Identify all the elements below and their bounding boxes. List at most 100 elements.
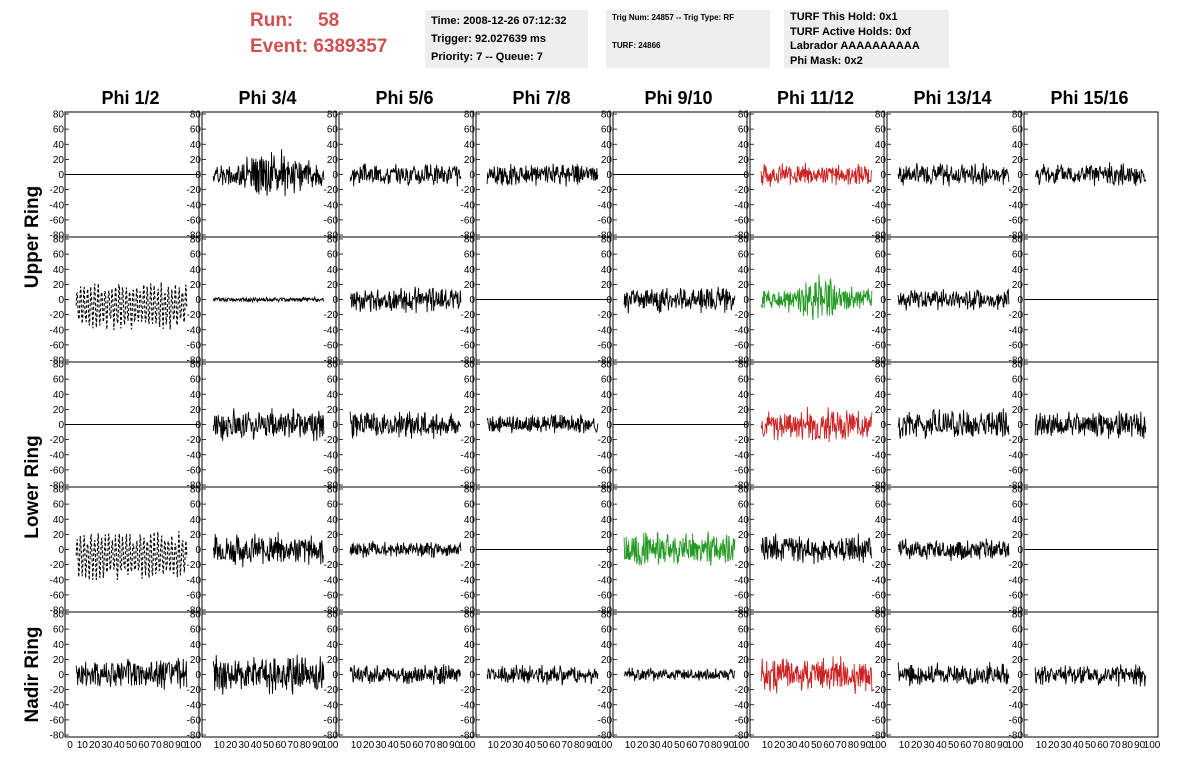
y-tick-label: -80 xyxy=(50,731,65,742)
waveform-trace xyxy=(349,411,462,439)
y-tick-label: -60 xyxy=(1009,590,1024,601)
y-tick-label: -20 xyxy=(735,560,750,571)
y-tick-label: -80 xyxy=(187,481,202,492)
x-tick-label: 40 xyxy=(799,740,811,751)
y-tick-label: 40 xyxy=(1012,515,1024,526)
y-tick-label: 40 xyxy=(601,515,613,526)
y-tick-label: 60 xyxy=(738,375,750,386)
y-tick-label: -20 xyxy=(324,685,339,696)
y-tick-label: 60 xyxy=(327,500,339,511)
y-tick-label: 80 xyxy=(327,485,339,496)
y-tick-label: -40 xyxy=(872,450,887,461)
y-tick-label: 60 xyxy=(601,250,613,261)
x-tick-label: 70 xyxy=(836,740,848,751)
run-value: 58 xyxy=(318,10,340,31)
y-tick-label: 20 xyxy=(464,530,476,541)
x-tick-label: 50 xyxy=(400,740,412,751)
event-value: 6389357 xyxy=(313,36,388,57)
y-tick-label: -40 xyxy=(50,575,65,586)
y-tick-label: 40 xyxy=(190,515,202,526)
y-tick-label: -40 xyxy=(324,575,339,586)
y-tick-label: -40 xyxy=(187,450,202,461)
y-tick-label: -80 xyxy=(324,481,339,492)
x-tick-label: 100 xyxy=(459,740,476,751)
y-tick-label: 40 xyxy=(53,140,65,151)
y-tick-label: -20 xyxy=(735,185,750,196)
x-tick-label: 10 xyxy=(351,740,363,751)
y-tick-label: -80 xyxy=(872,481,887,492)
y-tick-label: 60 xyxy=(738,250,750,261)
y-tick-label: -80 xyxy=(1009,731,1024,742)
x-tick-label: 100 xyxy=(322,740,339,751)
y-tick-label: 40 xyxy=(327,515,339,526)
y-tick-label: -40 xyxy=(187,325,202,336)
y-tick-label: -60 xyxy=(461,465,476,476)
y-tick-label: 40 xyxy=(464,515,476,526)
y-tick-label: 60 xyxy=(464,125,476,136)
y-tick-label: -60 xyxy=(735,465,750,476)
y-tick-label: 0 xyxy=(606,295,612,306)
turf-line: TURF: 24866 xyxy=(612,41,661,50)
y-tick-label: -80 xyxy=(872,231,887,242)
waveform-trace xyxy=(897,162,1010,187)
x-tick-label: 10 xyxy=(1036,740,1048,751)
y-tick-label: 60 xyxy=(327,375,339,386)
y-tick-label: 20 xyxy=(601,155,613,166)
x-tick-label: 50 xyxy=(674,740,686,751)
x-tick-label: 80 xyxy=(1122,740,1134,751)
waveform-trace xyxy=(623,667,736,682)
y-tick-label: -40 xyxy=(598,450,613,461)
phi-mask-line: Phi Mask: 0x2 xyxy=(790,54,863,67)
y-tick-label: 20 xyxy=(875,655,887,666)
y-tick-label: 20 xyxy=(327,655,339,666)
y-tick-label: 40 xyxy=(1012,140,1024,151)
y-tick-label: -20 xyxy=(461,435,476,446)
y-tick-label: 40 xyxy=(327,390,339,401)
y-tick-label: -40 xyxy=(598,200,613,211)
y-tick-label: 60 xyxy=(601,625,613,636)
y-tick-label: -40 xyxy=(461,450,476,461)
column-header: Phi 1/2 xyxy=(101,88,159,108)
y-tick-label: 0 xyxy=(606,670,612,681)
y-tick-label: 60 xyxy=(53,375,65,386)
turf-info-box: TURF This Hold: 0x1 TURF Active Holds: 0… xyxy=(784,10,949,68)
y-tick-label: -60 xyxy=(735,590,750,601)
waveform-trace xyxy=(897,408,1010,440)
y-tick-label: 20 xyxy=(464,280,476,291)
y-tick-label: 60 xyxy=(327,625,339,636)
trig-info-box: Trig Num: 24857 -- Trig Type: RF TURF: 2… xyxy=(606,10,770,68)
y-tick-label: 80 xyxy=(601,360,613,371)
y-tick-label: 80 xyxy=(190,610,202,621)
x-tick-label: 40 xyxy=(114,740,126,751)
y-tick-label: -20 xyxy=(324,185,339,196)
y-tick-label: 80 xyxy=(875,610,887,621)
y-tick-label: 80 xyxy=(464,110,476,121)
y-tick-label: -40 xyxy=(461,325,476,336)
x-tick-label: 20 xyxy=(1048,740,1060,751)
y-tick-label: 0 xyxy=(1017,420,1023,431)
turf-active-line: TURF Active Holds: 0xf xyxy=(790,25,912,38)
column-header: Phi 15/16 xyxy=(1050,88,1128,108)
y-tick-label: -40 xyxy=(598,700,613,711)
y-tick-label: -40 xyxy=(324,200,339,211)
x-tick-label: 60 xyxy=(823,740,835,751)
y-tick-label: 0 xyxy=(606,170,612,181)
y-tick-label: -20 xyxy=(187,310,202,321)
x-tick-label: 50 xyxy=(537,740,549,751)
y-tick-label: -40 xyxy=(50,450,65,461)
x-tick-label: 10 xyxy=(77,740,89,751)
y-tick-label: -20 xyxy=(1009,185,1024,196)
waveform-trace xyxy=(486,413,599,434)
column-header: Phi 13/14 xyxy=(913,88,991,108)
x-tick-label: 60 xyxy=(686,740,698,751)
y-tick-label: 40 xyxy=(464,265,476,276)
y-tick-label: -20 xyxy=(735,685,750,696)
y-tick-label: -60 xyxy=(1009,465,1024,476)
y-tick-label: 60 xyxy=(1012,625,1024,636)
column-header: Phi 11/12 xyxy=(777,88,854,108)
y-tick-label: 20 xyxy=(327,530,339,541)
y-tick-label: -60 xyxy=(187,340,202,351)
x-tick-label: 70 xyxy=(1110,740,1122,751)
y-tick-label: 60 xyxy=(53,125,65,136)
y-tick-label: -80 xyxy=(735,231,750,242)
